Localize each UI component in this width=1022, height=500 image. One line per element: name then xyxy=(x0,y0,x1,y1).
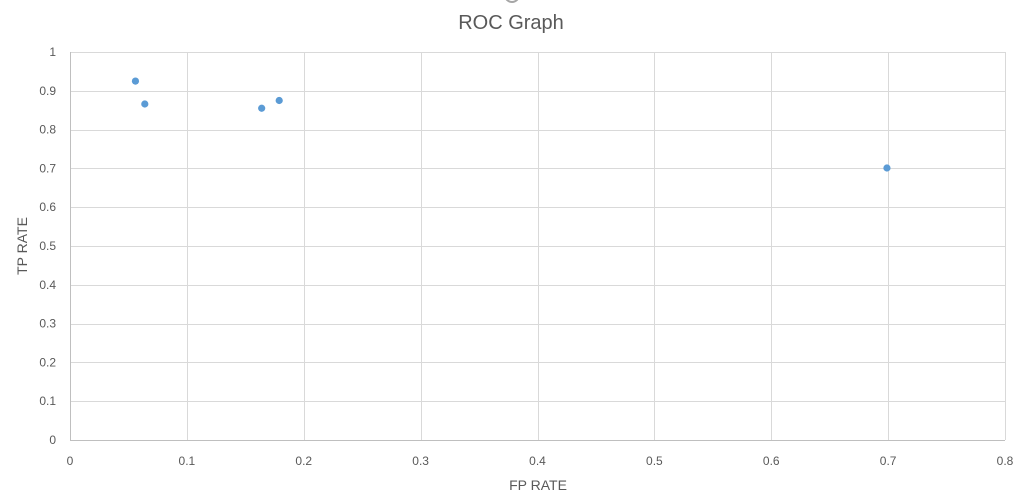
y-axis-tick-labels: 0 0.1 0.2 0.3 0.4 0.5 0.6 0.7 0.8 0.9 1 xyxy=(39,45,56,447)
x-axis-title: FP RATE xyxy=(509,477,567,493)
data-point xyxy=(258,104,266,112)
y-tick-label: 1 xyxy=(49,45,56,59)
y-tick-label: 0.4 xyxy=(39,278,56,292)
x-axis-tick-labels: 0 0.1 0.2 0.3 0.4 0.5 0.6 0.7 0.8 xyxy=(67,454,1014,468)
y-tick-label: 0.5 xyxy=(39,239,56,253)
data-points xyxy=(131,77,891,172)
y-tick-label: 0 xyxy=(49,433,56,447)
y-axis-title: TP RATE xyxy=(14,217,30,275)
y-tick-label: 0.9 xyxy=(39,84,56,98)
y-tick-label: 0.2 xyxy=(39,355,56,369)
data-point xyxy=(275,96,283,105)
y-tick-label: 0.3 xyxy=(39,317,56,331)
x-tick-label: 0.2 xyxy=(295,454,312,468)
chart-title: ROC Graph xyxy=(458,12,564,34)
x-tick-label: 0.5 xyxy=(646,454,663,468)
data-point xyxy=(141,100,149,108)
data-point xyxy=(131,77,140,85)
x-tick-label: 0.6 xyxy=(763,454,780,468)
x-tick-label: 0.3 xyxy=(412,454,429,468)
plot-gridlines xyxy=(70,52,1006,440)
x-tick-label: 0 xyxy=(67,454,74,468)
y-tick-label: 0.1 xyxy=(39,394,56,408)
x-tick-label: 0.1 xyxy=(179,454,196,468)
x-tick-label: 0.8 xyxy=(997,454,1014,468)
data-point xyxy=(883,164,891,172)
x-tick-label: 0.7 xyxy=(880,454,897,468)
x-tick-label: 0.4 xyxy=(529,454,546,468)
y-tick-label: 0.7 xyxy=(39,161,56,175)
chart-handle-icon xyxy=(505,0,519,3)
plot-axes xyxy=(70,52,1005,441)
y-tick-label: 0.8 xyxy=(39,123,56,137)
y-tick-label: 0.6 xyxy=(39,200,56,214)
